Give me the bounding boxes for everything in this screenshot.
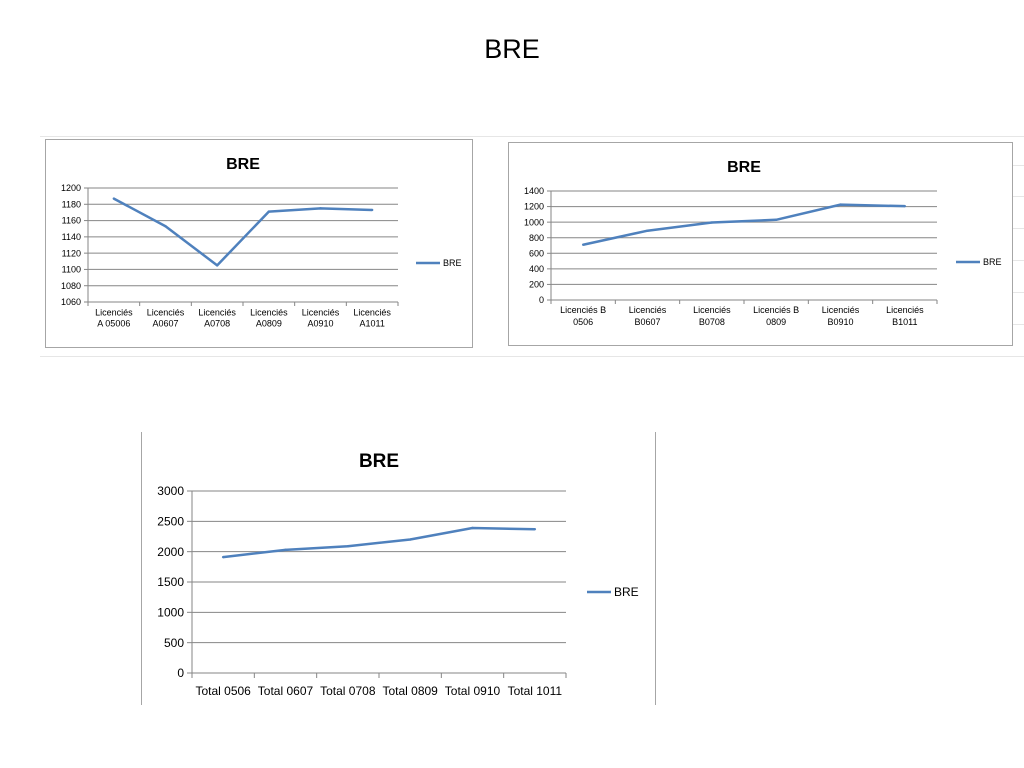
legend-label: BRE — [443, 258, 462, 268]
y-tick-label: 1400 — [524, 186, 544, 196]
x-category-label: Total 0506 — [195, 684, 251, 698]
data-point — [774, 218, 778, 222]
y-tick-label: 200 — [529, 280, 544, 290]
data-point — [284, 548, 287, 552]
x-category-label: Licenciés A1011 — [353, 308, 391, 329]
data-point — [839, 203, 842, 206]
data-point — [267, 210, 271, 213]
y-tick-label: 1500 — [157, 575, 184, 589]
data-point — [346, 545, 350, 548]
y-tick-label: 1180 — [62, 199, 81, 209]
x-category-label: Licenciés B 0809 — [753, 305, 799, 327]
x-category-label: Total 1011 — [508, 684, 563, 698]
sheet-gridline — [1013, 228, 1024, 229]
y-tick-label: 1160 — [62, 216, 81, 226]
chart-licencies-a: BRE 1060 1080 1100 1120 1140 1160 1180 1200 Licen… — [45, 139, 473, 348]
x-category-label: Total 0708 — [320, 684, 376, 698]
chart-title: BRE — [359, 451, 399, 472]
slide-title: BRE — [484, 34, 540, 64]
x-category-label: Licenciés A 05006 — [95, 308, 133, 329]
x-category-label: Licenciés A0809 — [250, 308, 288, 329]
y-tick-label: 1200 — [524, 202, 544, 212]
data-point — [710, 221, 714, 224]
y-tick-label: 800 — [529, 233, 544, 243]
data-point — [471, 526, 474, 530]
x-category-label: Licenciés B0708 — [693, 305, 731, 327]
y-tick-label: 1080 — [61, 281, 81, 291]
sheet-gridline — [1013, 165, 1024, 166]
y-tick-label: 1000 — [157, 606, 184, 620]
data-point — [112, 197, 116, 200]
y-tick-label: 600 — [529, 248, 544, 258]
x-category-label: Total 0809 — [382, 684, 438, 698]
y-tick-label: 2000 — [157, 545, 184, 559]
sheet-gridline — [1013, 196, 1024, 197]
x-category-label: Licenciés A0607 — [147, 308, 185, 329]
sheet-gridline — [40, 356, 1024, 357]
data-point — [903, 204, 907, 208]
y-tick-label: 0 — [539, 295, 544, 305]
x-category-label: Licenciés A0910 — [302, 308, 340, 329]
sheet-gridline — [40, 136, 1024, 137]
chart-t-svg: BRE 0 500 1000 1500 2000 2500 3000 Total 0506 Tot… — [157, 451, 639, 698]
data-point — [408, 538, 412, 541]
y-tick-label: 1000 — [524, 217, 544, 227]
y-tick-label: 1120 — [62, 248, 81, 258]
chart-title: BRE — [727, 159, 761, 176]
data-point — [533, 528, 537, 531]
y-tick-label: 1140 — [62, 232, 81, 242]
series-line — [223, 526, 535, 559]
x-category-label: Licenciés B 0506 — [560, 305, 606, 327]
chart-a-svg: BRE 1060 1080 1100 1120 1140 1160 1180 1200 Licen… — [61, 156, 462, 329]
y-tick-label: 500 — [164, 636, 184, 650]
data-point — [164, 225, 167, 228]
x-category-label: Licenciés B0607 — [629, 305, 667, 327]
y-tick-label: 0 — [177, 666, 184, 680]
chart-title: BRE — [226, 156, 260, 173]
x-category-label: Total 0910 — [445, 684, 501, 698]
x-category-label: Total 0607 — [258, 684, 314, 698]
y-tick-label: 1100 — [62, 265, 81, 275]
y-tick-label: 400 — [529, 264, 544, 274]
legend-label: BRE — [614, 585, 639, 599]
y-tick-label: 1060 — [61, 297, 81, 307]
y-tick-label: 3000 — [157, 484, 184, 498]
x-category-label: Licenciés B0910 — [822, 305, 860, 327]
data-point — [646, 229, 649, 232]
data-point — [370, 208, 374, 212]
y-tick-label: 1200 — [61, 183, 81, 193]
chart-total: BRE 0 500 1000 1500 2000 2500 3000 Total 0506 Tot… — [141, 432, 656, 705]
sheet-gridline — [1013, 260, 1024, 261]
x-category-label: Licenciés A0708 — [198, 308, 236, 329]
data-point — [581, 243, 585, 246]
data-point — [215, 264, 219, 267]
x-category-label: Licenciés B1011 — [886, 305, 924, 327]
legend-label: BRE — [983, 257, 1002, 267]
series-line — [113, 197, 373, 267]
sheet-gridline — [1013, 324, 1024, 325]
data-point — [221, 555, 225, 559]
sheet-gridline — [1013, 292, 1024, 293]
series-line — [582, 203, 905, 246]
y-tick-label: 2500 — [157, 515, 184, 529]
data-point — [319, 207, 322, 210]
